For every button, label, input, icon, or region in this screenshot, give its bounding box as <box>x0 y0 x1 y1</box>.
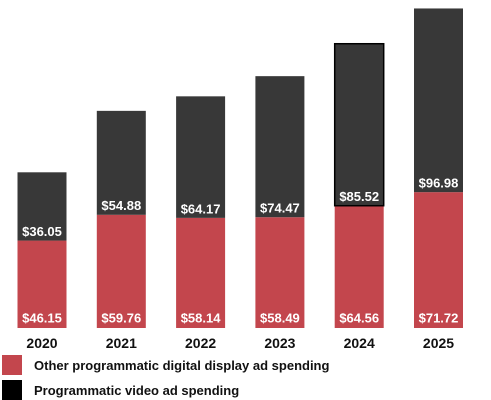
value-label-other-programmatic-digital-display-ad-spending-2021: $59.76 <box>101 310 141 325</box>
x-tick-label-2023: 2023 <box>264 335 295 351</box>
value-label-other-programmatic-digital-display-ad-spending-2022: $58.14 <box>181 310 222 325</box>
bar-programmatic-video-ad-spending-2021 <box>96 110 146 215</box>
bar-other-programmatic-digital-display-ad-spending-2020 <box>17 240 67 328</box>
legend-label-other-display: Other programmatic digital display ad sp… <box>34 358 329 373</box>
value-label-other-programmatic-digital-display-ad-spending-2020: $46.15 <box>22 310 62 325</box>
value-label-other-programmatic-digital-display-ad-spending-2023: $58.49 <box>260 310 300 325</box>
bar-other-programmatic-digital-display-ad-spending-2021 <box>96 214 146 328</box>
bar-programmatic-video-ad-spending-2024 <box>333 42 385 207</box>
bar-programmatic-video-ad-spending-2022 <box>176 96 226 218</box>
x-tick-label-2021: 2021 <box>106 335 137 351</box>
value-label-other-programmatic-digital-display-ad-spending-2025: $71.72 <box>419 310 459 325</box>
value-label-programmatic-video-ad-spending-2021: $54.88 <box>101 198 141 213</box>
value-label-programmatic-video-ad-spending-2025: $96.98 <box>419 176 459 191</box>
bar-programmatic-video-ad-spending-2020 <box>17 172 67 241</box>
x-tick-label-2025: 2025 <box>423 335 454 351</box>
legend-label-video: Programmatic video ad spending <box>34 383 239 398</box>
value-label-programmatic-video-ad-spending-2022: $64.17 <box>181 201 221 216</box>
value-label-programmatic-video-ad-spending-2020: $36.05 <box>22 224 62 239</box>
legend-swatch-video <box>2 380 22 400</box>
bars-layer <box>17 8 463 328</box>
bar-other-programmatic-digital-display-ad-spending-2022 <box>176 217 226 328</box>
bar-other-programmatic-digital-display-ad-spending-2023 <box>255 217 305 328</box>
bar-other-programmatic-digital-display-ad-spending-2024 <box>334 205 384 328</box>
bar-programmatic-video-ad-spending-2023 <box>255 76 305 218</box>
x-tick-label-2024: 2024 <box>344 335 375 351</box>
x-tick-label-2022: 2022 <box>185 335 216 351</box>
bar-other-programmatic-digital-display-ad-spending-2025 <box>414 192 463 328</box>
legend: Other programmatic digital display ad sp… <box>2 355 329 400</box>
value-label-programmatic-video-ad-spending-2024: $85.52 <box>339 189 379 204</box>
value-labels-layer: $46.15 $36.05 $59.76 $54.88 $58.14 $64.17 $58.… <box>22 176 458 326</box>
x-tick-label-2020: 2020 <box>26 335 57 351</box>
value-label-programmatic-video-ad-spending-2023: $74.47 <box>260 201 300 216</box>
legend-swatch-other-display <box>2 355 22 375</box>
x-axis-ticks: 2020 2021 2022 2023 2024 2025 <box>26 335 454 351</box>
bar-programmatic-video-ad-spending-2025 <box>414 8 463 193</box>
value-label-other-programmatic-digital-display-ad-spending-2024: $64.56 <box>339 310 379 325</box>
